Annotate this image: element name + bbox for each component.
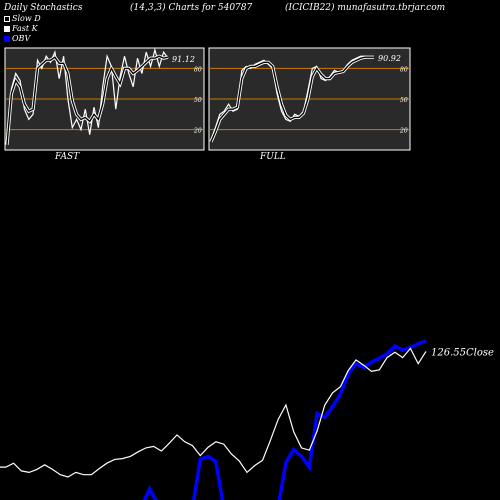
fast-panel-title: FAST	[55, 152, 80, 162]
legend-item-obv: OBV	[4, 34, 41, 44]
chart-source: (ICICIB22) munafasutra.tbrjar.com	[285, 3, 446, 13]
legend-label-fast-k: Fast K	[12, 24, 38, 33]
full-tick-20: 20	[399, 128, 408, 135]
full-panel-title: FULL	[260, 152, 286, 162]
fast-slow-d-line	[6, 55, 169, 145]
legend: Slow D Fast K OBV	[4, 14, 41, 44]
obv-line-blip	[142, 485, 158, 500]
full-tick-50: 50	[400, 97, 408, 104]
full-tick-80: 80	[400, 66, 408, 73]
legend-item-fast-k: Fast K	[4, 24, 41, 34]
chart-params: (14,3,3) Charts for 540787	[130, 3, 253, 13]
fast-last-value: 91.12	[172, 55, 195, 64]
full-slow-d-line	[210, 56, 374, 143]
fast-tick-80: 80	[194, 66, 202, 73]
legend-swatch-slow-d	[4, 16, 10, 22]
close-line	[0, 347, 427, 478]
fast-tick-20: 20	[193, 128, 202, 135]
legend-swatch-fast-k	[4, 26, 10, 32]
obv-line-segment-0	[191, 454, 225, 500]
obv-line-segment-1	[277, 339, 427, 500]
legend-label-obv: OBV	[12, 34, 31, 43]
legend-item-slow-d: Slow D	[4, 14, 41, 24]
legend-swatch-obv	[4, 36, 10, 42]
chart-title: Daily Stochastics	[4, 3, 83, 13]
legend-label-slow-d: Slow D	[12, 14, 41, 23]
fast-tick-50: 50	[194, 97, 202, 104]
close-value-label: 126.55Close	[431, 347, 494, 358]
full-last-value: 90.92	[378, 54, 401, 63]
